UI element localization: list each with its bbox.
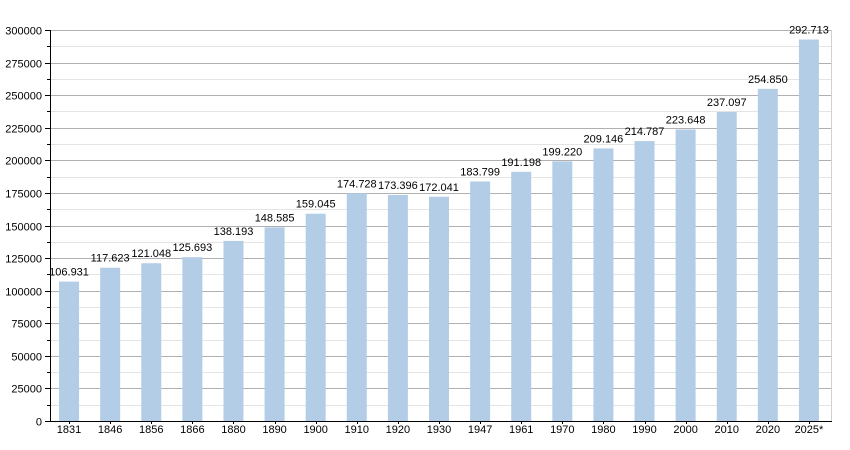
x-tick-label: 1890 [262,424,286,436]
y-tick-label: 0 [36,417,42,429]
axis-layer [45,30,832,424]
data-label: 172.041 [419,182,459,194]
x-tick-label: 1947 [468,424,492,436]
data-label: 174.728 [337,178,377,190]
bar [716,111,737,421]
data-label: 183.799 [460,166,500,178]
bar [593,148,614,422]
data-label: 106.931 [49,267,89,279]
x-tick-label: 2000 [673,424,697,436]
bar [305,213,326,421]
data-label: 121.048 [131,248,171,260]
bar [346,193,367,421]
y-tick-label: 100000 [5,287,42,299]
bar [798,39,819,422]
x-tick-label: 1856 [139,424,163,436]
data-label: 209.146 [584,133,624,145]
data-label: 237.097 [707,97,747,109]
y-tick-label: 175000 [5,189,42,201]
x-tick-label: 2010 [714,424,738,436]
y-tick-label: 225000 [5,124,42,136]
bar [634,141,655,421]
data-label: 173.396 [378,180,418,192]
bar [387,195,408,421]
bar [757,88,778,422]
data-label: 117.623 [91,253,130,265]
y-tick-label: 75000 [11,319,42,331]
bar [552,161,573,422]
data-label: 292.713 [789,24,829,36]
y-tick-label: 50000 [11,352,42,364]
x-tick-label: 1880 [221,424,245,436]
data-label: 125.693 [172,242,212,254]
bar [100,267,121,421]
y-tick-label: 275000 [5,59,42,71]
x-tick-label: 2020 [756,424,780,436]
data-label: 223.648 [666,115,706,127]
x-tick-label: 1990 [632,424,656,436]
data-label: 191.198 [501,157,541,169]
x-tick-label: 1920 [386,424,410,436]
x-tick-label: 1930 [427,424,451,436]
x-tick-label: 1910 [345,424,369,436]
x-tick-label: 1866 [180,424,204,436]
y-tick-label: 200000 [5,156,42,168]
x-tick-label: 1980 [591,424,615,436]
x-tick-label: 1970 [550,424,574,436]
data-label: 138.193 [214,226,254,238]
bar [223,240,244,421]
data-label: 148.585 [255,212,295,224]
y-tick-label: 250000 [5,91,42,103]
bar [182,257,203,421]
data-label: 214.787 [625,126,665,138]
bar [264,227,285,421]
bar [470,181,491,421]
x-tick-label: 1961 [509,424,533,436]
data-label: 159.045 [296,199,336,211]
x-tick-label: 1831 [57,424,81,436]
y-tick-label: 125000 [5,254,42,266]
y-tick-label: 25000 [11,384,42,396]
bar [59,281,80,421]
x-tick-label: 2025* [795,424,824,436]
bar-layer [59,39,819,422]
x-tick-label: 1846 [98,424,122,436]
bar [429,196,449,421]
data-label: 199.220 [542,146,582,158]
bar [141,263,162,421]
y-tick-label: 300000 [5,26,42,38]
bar [511,171,532,421]
label-layer: 0 25000 50000 75000 100000 125000 150000 175000… [5,24,829,436]
x-tick-label: 1900 [303,424,327,436]
bar [675,129,696,422]
data-label: 254.850 [748,74,788,86]
y-tick-label: 150000 [5,222,42,234]
